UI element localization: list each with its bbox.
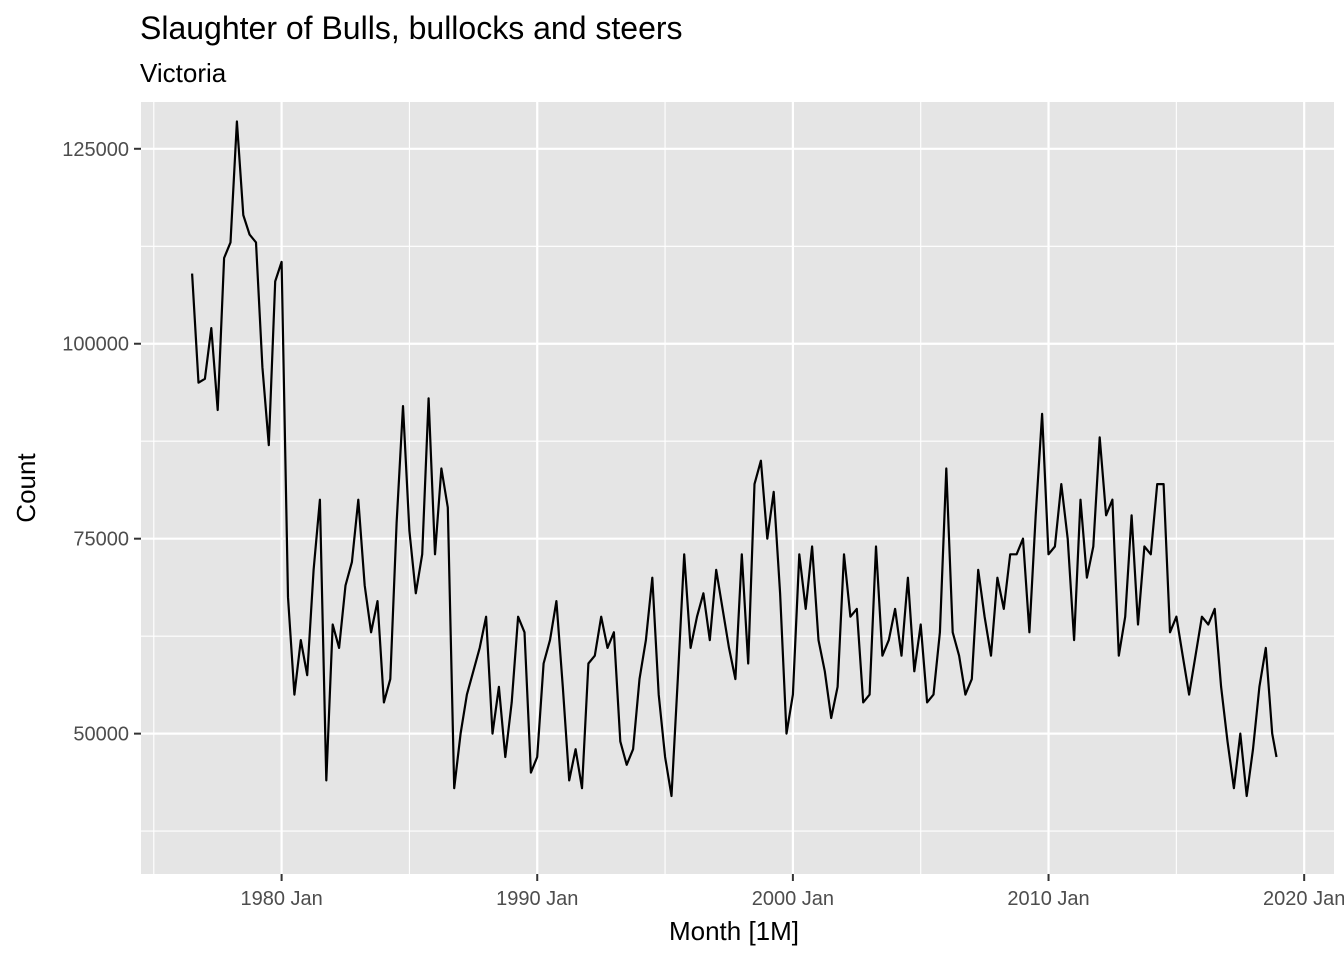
x-axis-title: Month [1M] [669,916,799,946]
y-tick-label: 125000 [62,139,129,161]
series-line [191,120,1278,798]
y-axis-ticks: 50000 75000 100000 125000 [62,139,141,746]
plot-panel [141,102,1334,874]
x-tick-label: 1980 Jan [240,888,322,910]
x-axis-ticks: 1980 Jan 1990 Jan 2000 Jan 2010 Jan 2020 Jan [240,874,1344,910]
minor-grid [141,102,1334,874]
y-axis-title: Count [11,453,41,523]
y-tick-label: 50000 [73,724,129,746]
x-tick-label: 2020 Jan [1263,888,1344,910]
y-tick-label: 75000 [73,529,129,551]
y-tick-label: 100000 [62,334,129,356]
x-tick-label: 2000 Jan [752,888,834,910]
chart-title: Slaughter of Bulls, bullocks and steers [140,10,683,46]
x-tick-label: 2010 Jan [1007,888,1089,910]
x-tick-label: 1990 Jan [496,888,578,910]
chart-subtitle: Victoria [140,58,227,88]
